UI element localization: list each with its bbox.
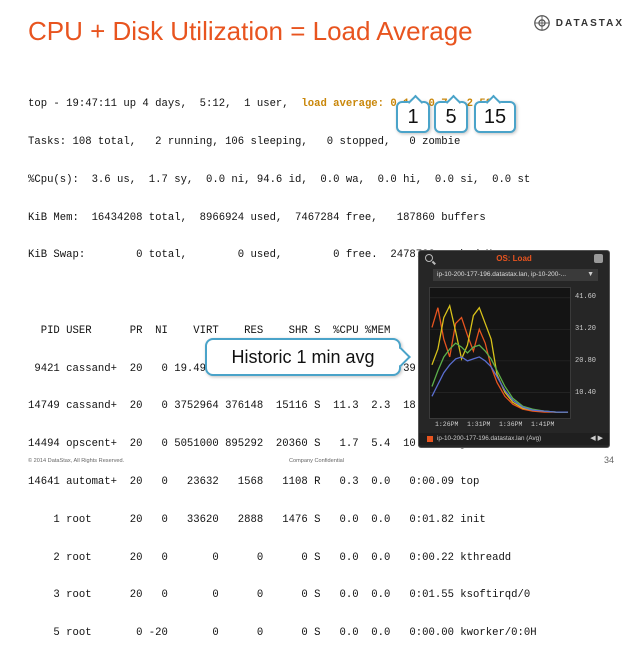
load-series-orange (431, 307, 569, 413)
callout-15-min: 15 (474, 94, 516, 133)
load-plot (429, 287, 571, 419)
process-row: 2 root 20 0 0 0 0 S 0.0 0.0 0:00.22 kthr… (28, 551, 512, 564)
callout-5-min: 5 (434, 94, 468, 133)
top-uptime: top - 19:47:11 up 4 days, 5:12, 1 user, (28, 98, 302, 111)
host-selector-value: ip-10-200-177-196.datastax.lan, ip-10-20… (437, 271, 566, 278)
process-row: 5 root 0 -20 0 0 0 S 0.0 0.0 0:00.00 kwo… (28, 627, 537, 640)
widget-header: OS: Load (419, 251, 609, 267)
datastax-logo: DATASTAX (533, 14, 624, 32)
x-tick: 1:26PM (435, 421, 459, 428)
x-tick: 1:31PM (467, 421, 491, 428)
callout-1-label: 1 (407, 105, 419, 128)
logo-text: DATASTAX (555, 17, 624, 29)
load-series-blue (431, 356, 569, 413)
datastax-logo-icon (533, 15, 550, 31)
mem-line: KiB Mem: 16434208 total, 8966924 used, 7… (28, 211, 486, 224)
host-selector[interactable]: ip-10-200-177-196.datastax.lan, ip-10-20… (433, 269, 598, 281)
process-row: 14641 automat+ 20 0 23632 1568 1108 R 0.… (28, 476, 480, 488)
y-tick: 41.60 (575, 293, 597, 301)
load-series-yellow (431, 303, 569, 413)
widget-menu-icon[interactable] (594, 254, 603, 263)
zoom-icon[interactable] (425, 254, 433, 262)
widget-title: OS: Load (496, 254, 532, 263)
x-tick: 1:36PM (499, 421, 523, 428)
x-tick: 1:41PM (531, 421, 555, 428)
callout-5-label: 5 (445, 105, 457, 128)
widget-legend: ip-10-200-177-196.datastax.lan (Avg) ◀ ▶ (419, 433, 609, 445)
y-tick: 10.40 (575, 389, 597, 397)
load-series-green (431, 342, 569, 413)
page-number: 34 (603, 455, 614, 465)
legend-swatch (427, 436, 433, 442)
cpu-line: %Cpu(s): 3.6 us, 1.7 sy, 0.0 ni, 94.6 id… (28, 173, 531, 186)
callout-1-min: 1 (396, 94, 430, 133)
confidential-note: Company Confidential (289, 458, 345, 464)
historic-avg-callout: Historic 1 min avg (205, 338, 411, 376)
process-row: 1 root 20 0 33620 2888 1476 S 0.0 0.0 0:… (28, 513, 486, 526)
y-tick: 20.80 (575, 357, 597, 365)
copyright: © 2014 DataStax, All Rights Reserved. (28, 458, 125, 464)
legend-label: ip-10-200-177-196.datastax.lan (Avg) (437, 435, 542, 442)
slide-title: CPU + Disk Utilization = Load Average (28, 16, 473, 46)
callout-15-label: 15 (483, 105, 507, 128)
process-row: 3 root 20 0 0 0 0 S 0.0 0.0 0:01.55 ksof… (28, 589, 531, 602)
historic-avg-label: Historic 1 min avg (231, 346, 375, 367)
tasks-line: Tasks: 108 total, 2 running, 106 sleepin… (28, 135, 461, 148)
legend-page-arrows-icon[interactable]: ◀ ▶ (590, 435, 603, 442)
os-load-widget: OS: Load ip-10-200-177-196.datastax.lan,… (418, 250, 610, 448)
y-tick: 31.20 (575, 325, 597, 333)
chevron-down-icon: ▼ (587, 271, 594, 278)
